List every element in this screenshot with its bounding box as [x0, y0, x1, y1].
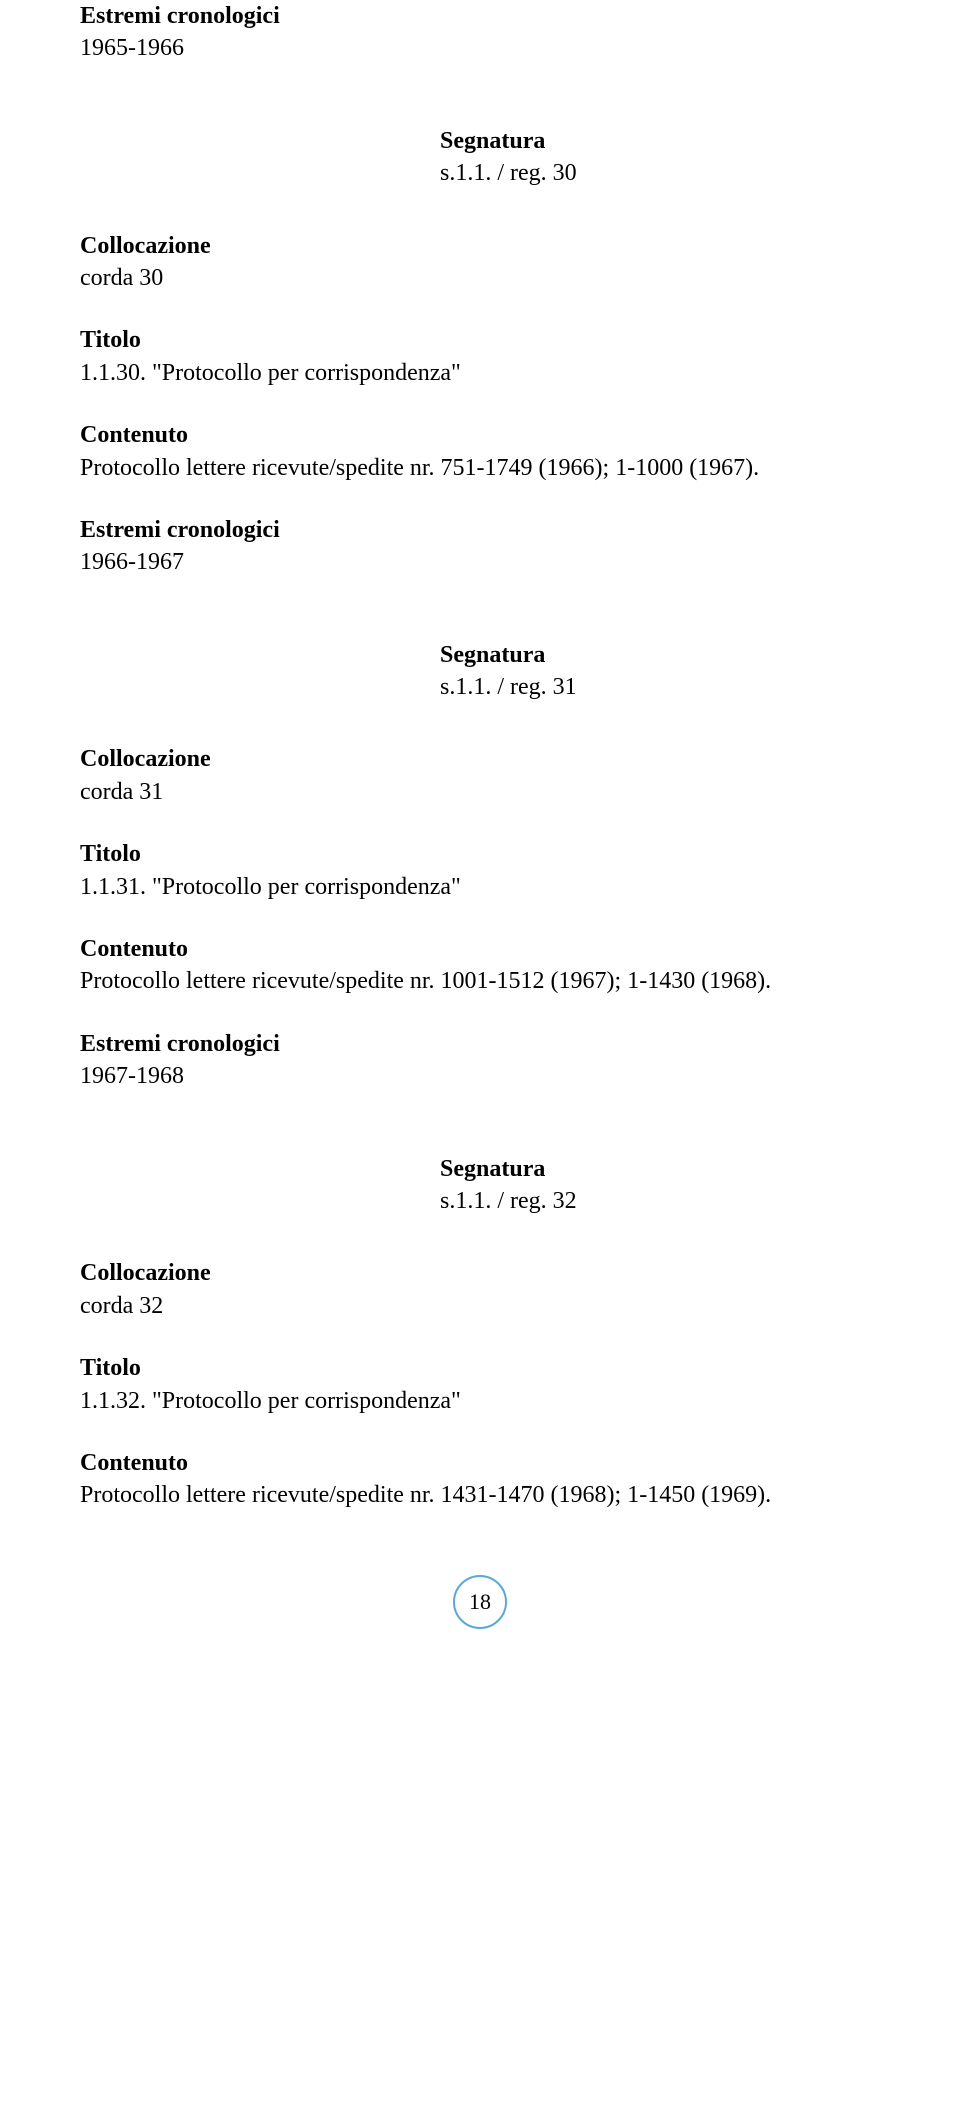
segnatura-block-2: Segnatura s.1.1. / reg. 31	[440, 639, 880, 704]
collocazione-label: Collocazione	[80, 230, 880, 262]
segnatura-label: Segnatura	[440, 125, 880, 157]
contenuto-value: Protocollo lettere ricevute/spedite nr. …	[80, 452, 880, 484]
page-number-circle: 18	[450, 1572, 510, 1632]
estremi-label-2: Estremi cronologici	[80, 514, 880, 546]
contenuto-value-2: Protocollo lettere ricevute/spedite nr. …	[80, 965, 880, 997]
estremi-value-3: 1967-1968	[80, 1060, 880, 1092]
estremi-label-3: Estremi cronologici	[80, 1028, 880, 1060]
segnatura-block-3: Segnatura s.1.1. / reg. 32	[440, 1153, 880, 1218]
collocazione-value: corda 30	[80, 262, 880, 294]
segnatura-value-2: s.1.1. / reg. 31	[440, 671, 880, 703]
titolo-value-3: 1.1.32. "Protocollo per corrispondenza"	[80, 1385, 880, 1417]
section-1: Estremi cronologici 1965-1966 Segnatura …	[80, 0, 880, 579]
titolo-label-3: Titolo	[80, 1352, 880, 1384]
section-3: Segnatura s.1.1. / reg. 32 Collocazione …	[80, 1153, 880, 1512]
estremi-value-2: 1966-1967	[80, 546, 880, 578]
segnatura-block: Segnatura s.1.1. / reg. 30	[440, 125, 880, 190]
collocazione-value-3: corda 32	[80, 1290, 880, 1322]
section-2: Segnatura s.1.1. / reg. 31 Collocazione …	[80, 639, 880, 1093]
page-number: 18	[469, 1589, 491, 1615]
page-number-container: 18	[80, 1572, 880, 1632]
segnatura-value-3: s.1.1. / reg. 32	[440, 1185, 880, 1217]
collocazione-label-2: Collocazione	[80, 743, 880, 775]
titolo-value-2: 1.1.31. "Protocollo per corrispondenza"	[80, 871, 880, 903]
contenuto-value-3: Protocollo lettere ricevute/spedite nr. …	[80, 1479, 880, 1511]
titolo-label-2: Titolo	[80, 838, 880, 870]
contenuto-label-3: Contenuto	[80, 1447, 880, 1479]
collocazione-label-3: Collocazione	[80, 1257, 880, 1289]
segnatura-label-2: Segnatura	[440, 639, 880, 671]
contenuto-label-2: Contenuto	[80, 933, 880, 965]
segnatura-label-3: Segnatura	[440, 1153, 880, 1185]
titolo-label: Titolo	[80, 324, 880, 356]
titolo-value: 1.1.30. "Protocollo per corrispondenza"	[80, 357, 880, 389]
document-page: Estremi cronologici 1965-1966 Segnatura …	[0, 0, 960, 1672]
segnatura-value: s.1.1. / reg. 30	[440, 157, 880, 189]
collocazione-value-2: corda 31	[80, 776, 880, 808]
contenuto-label: Contenuto	[80, 419, 880, 451]
estremi-value: 1965-1966	[80, 32, 880, 64]
estremi-label: Estremi cronologici	[80, 0, 880, 32]
